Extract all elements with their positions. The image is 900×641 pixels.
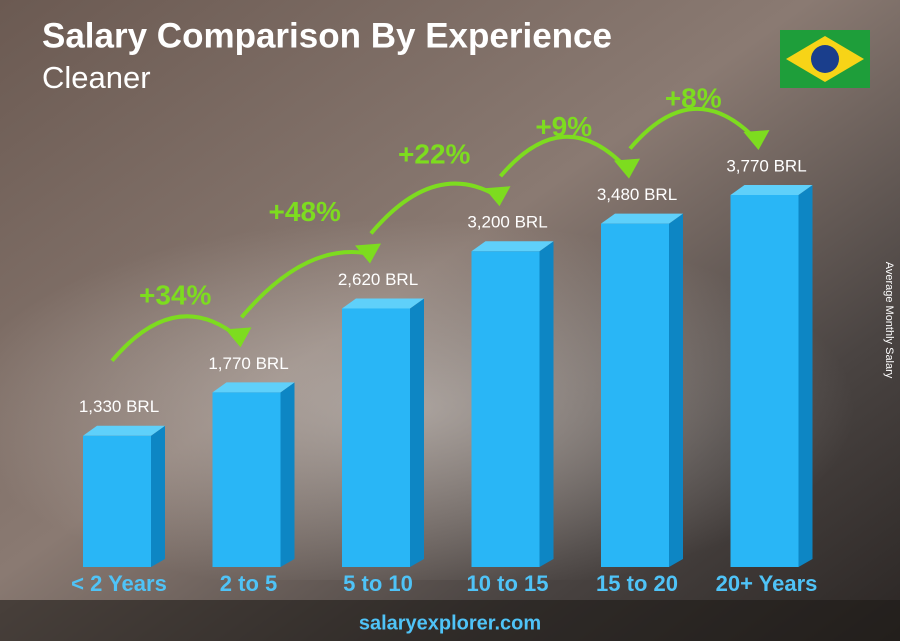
bar-side <box>669 213 683 567</box>
bar-top <box>471 241 554 252</box>
bar-top <box>83 425 165 436</box>
x-tick-label: 20+ Years <box>716 571 818 596</box>
change-arrow <box>628 106 758 150</box>
change-label: +8% <box>665 82 722 113</box>
change-arrowhead <box>743 130 770 150</box>
flag <box>780 30 870 88</box>
bar-top <box>342 298 424 309</box>
x-tick-label: 5 to 10 <box>343 571 413 596</box>
bar <box>83 435 151 567</box>
value-label: 1,770 BRL <box>208 354 288 373</box>
change-label: +9% <box>535 111 592 142</box>
change-arrowhead <box>355 243 381 264</box>
change-arrow <box>498 134 629 178</box>
bar-group <box>212 382 295 567</box>
bar <box>601 223 669 567</box>
x-tick-label: 2 to 5 <box>220 571 277 596</box>
bar-side <box>280 382 295 567</box>
change-label: +48% <box>269 196 341 227</box>
value-label: 3,480 BRL <box>597 185 677 204</box>
change-label: +22% <box>398 139 470 170</box>
change-arrowhead <box>484 186 511 207</box>
change-arrowhead <box>225 327 252 348</box>
bar-group <box>471 241 554 568</box>
flag-globe <box>811 45 839 73</box>
axis-label: Average Monthly Salary <box>883 262 895 379</box>
change-arrowhead <box>614 158 640 179</box>
bar-top <box>212 382 295 393</box>
footer-band <box>0 600 900 641</box>
value-label: 3,770 BRL <box>726 156 806 175</box>
bar <box>471 251 540 568</box>
chart-subtitle: Cleaner <box>42 60 151 95</box>
bar-side <box>539 241 554 568</box>
source: salaryexplorer.com <box>359 612 541 634</box>
value-label: 2,620 BRL <box>338 270 418 289</box>
bar-side <box>410 298 424 567</box>
value-label: 3,200 BRL <box>467 213 547 232</box>
x-tick-label: 10 to 15 <box>467 571 549 596</box>
change-arrow <box>239 250 369 319</box>
bar-side <box>798 185 813 567</box>
change-arrow <box>369 181 499 235</box>
bar-side <box>151 425 165 567</box>
chart-title: Salary Comparison By Experience <box>42 16 612 55</box>
bar-top <box>730 185 813 195</box>
bar-group <box>83 425 165 567</box>
change-label: +34% <box>139 280 211 311</box>
x-tick-label: 15 to 20 <box>596 571 678 596</box>
bar-top <box>601 213 683 224</box>
x-tick-label: < 2 Years <box>71 571 167 596</box>
value-label: 1,330 BRL <box>79 397 159 416</box>
bar <box>342 308 410 567</box>
bar-group <box>342 298 424 567</box>
bar-group <box>601 213 683 567</box>
bar <box>730 195 799 567</box>
bar <box>212 392 281 567</box>
bar-group <box>730 185 813 567</box>
change-arrow <box>110 314 240 363</box>
